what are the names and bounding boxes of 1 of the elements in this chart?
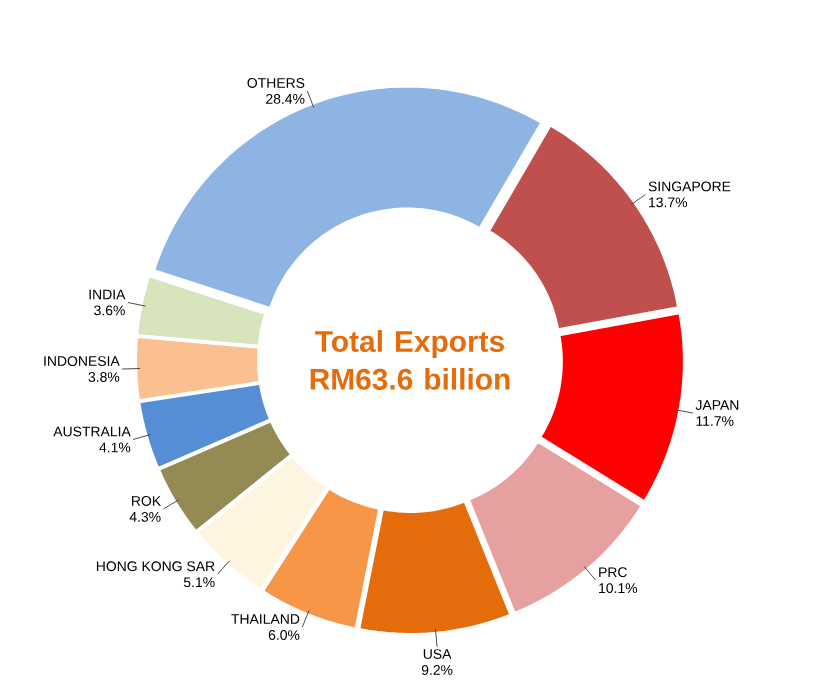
text: Total Exports RM63.6 billion <box>310 330 510 390</box>
